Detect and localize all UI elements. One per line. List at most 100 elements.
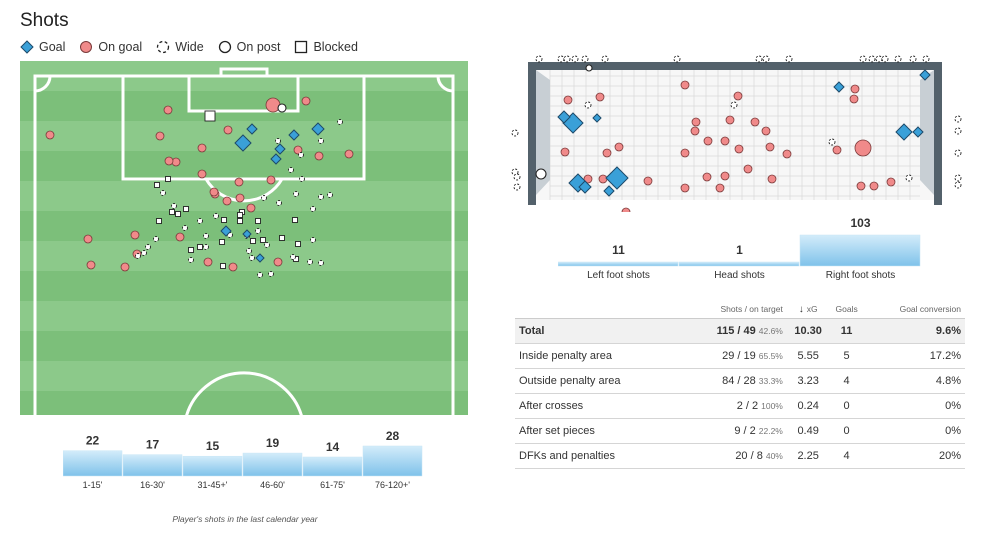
wide-marker[interactable] xyxy=(261,195,267,201)
blocked-marker[interactable] xyxy=(220,263,226,269)
wide-marker[interactable] xyxy=(276,200,282,206)
wide-marker[interactable] xyxy=(255,228,261,234)
wide-marker[interactable] xyxy=(535,55,543,63)
wide-marker[interactable] xyxy=(922,55,930,63)
on-goal-marker[interactable] xyxy=(680,183,690,193)
on-goal-marker[interactable] xyxy=(765,142,775,152)
wide-marker[interactable] xyxy=(310,237,316,243)
on-goal-marker[interactable] xyxy=(856,181,866,191)
wide-marker[interactable] xyxy=(327,192,333,198)
on-goal-marker[interactable] xyxy=(725,115,735,125)
wide-marker[interactable] xyxy=(135,253,141,259)
on-goal-marker[interactable] xyxy=(849,94,859,104)
on-goal-marker[interactable] xyxy=(301,96,311,106)
wide-marker[interactable] xyxy=(785,55,793,63)
goal-marker[interactable] xyxy=(246,123,258,135)
wide-marker[interactable] xyxy=(145,244,151,250)
wide-marker[interactable] xyxy=(249,255,255,261)
on-goal-marker[interactable] xyxy=(734,144,744,154)
wide-marker[interactable] xyxy=(954,181,962,189)
wide-marker[interactable] xyxy=(307,259,313,265)
blocked-marker[interactable] xyxy=(279,235,285,241)
wide-marker[interactable] xyxy=(571,55,579,63)
wide-marker[interactable] xyxy=(563,55,571,63)
wide-marker[interactable] xyxy=(513,173,521,181)
wide-marker[interactable] xyxy=(141,250,147,256)
body-part-bar[interactable] xyxy=(558,261,679,267)
blocked-marker[interactable] xyxy=(197,244,203,250)
wide-marker[interactable] xyxy=(318,138,324,144)
blocked-marker[interactable] xyxy=(154,182,160,188)
wide-marker[interactable] xyxy=(905,174,913,182)
wide-marker[interactable] xyxy=(290,254,296,260)
wide-marker[interactable] xyxy=(318,260,324,266)
wide-marker[interactable] xyxy=(909,55,917,63)
on-goal-marker[interactable] xyxy=(209,187,219,197)
wide-marker[interactable] xyxy=(257,272,263,278)
minute-bar[interactable] xyxy=(63,450,123,477)
goal-marker[interactable] xyxy=(833,81,845,93)
on-goal-marker[interactable] xyxy=(560,147,570,157)
minute-bar[interactable] xyxy=(302,456,363,477)
wide-marker[interactable] xyxy=(213,213,219,219)
goal-marker[interactable] xyxy=(274,143,286,155)
on-goal-marker[interactable] xyxy=(886,177,896,187)
goal-marker[interactable] xyxy=(270,153,282,165)
on-goal-marker[interactable] xyxy=(155,131,165,141)
on-goal-marker[interactable] xyxy=(83,234,93,244)
goal-marker[interactable] xyxy=(234,134,252,152)
wide-marker[interactable] xyxy=(197,218,203,224)
wide-marker[interactable] xyxy=(601,55,609,63)
col-header-conversion[interactable]: Goal conversion xyxy=(899,304,961,315)
blocked-marker[interactable] xyxy=(237,218,243,224)
on-post-marker[interactable] xyxy=(585,64,593,72)
on-goal-marker[interactable] xyxy=(45,130,55,140)
wide-marker[interactable] xyxy=(954,149,962,157)
blocked-marker[interactable] xyxy=(255,218,261,224)
goal-marker[interactable] xyxy=(288,129,300,141)
blocked-marker[interactable] xyxy=(165,176,171,182)
wide-marker[interactable] xyxy=(875,55,883,63)
wide-marker[interactable] xyxy=(246,248,252,254)
on-goal-marker[interactable] xyxy=(733,91,743,101)
wide-marker[interactable] xyxy=(755,55,763,63)
on-goal-marker[interactable] xyxy=(203,257,213,267)
blocked-marker[interactable] xyxy=(183,206,189,212)
on-goal-marker[interactable] xyxy=(583,174,593,184)
on-goal-marker[interactable] xyxy=(715,183,725,193)
on-goal-marker[interactable] xyxy=(86,260,96,270)
goal-marker[interactable] xyxy=(912,126,924,138)
wide-marker[interactable] xyxy=(954,174,962,182)
wide-marker[interactable] xyxy=(318,194,324,200)
wide-marker[interactable] xyxy=(203,244,209,250)
on-goal-marker[interactable] xyxy=(344,149,354,159)
wide-marker[interactable] xyxy=(762,55,770,63)
on-goal-marker[interactable] xyxy=(235,193,245,203)
wide-marker[interactable] xyxy=(299,176,305,182)
blocked-marker[interactable] xyxy=(204,110,216,122)
on-goal-marker[interactable] xyxy=(563,95,573,105)
wide-marker[interactable] xyxy=(954,127,962,135)
on-goal-marker[interactable] xyxy=(197,143,207,153)
on-goal-marker[interactable] xyxy=(621,207,631,212)
on-goal-marker[interactable] xyxy=(228,262,238,272)
wide-marker[interactable] xyxy=(513,183,521,191)
wide-marker[interactable] xyxy=(859,55,867,63)
blocked-marker[interactable] xyxy=(250,238,256,244)
on-goal-marker[interactable] xyxy=(175,232,185,242)
blocked-marker[interactable] xyxy=(175,211,181,217)
wide-marker[interactable] xyxy=(828,138,836,146)
wide-marker[interactable] xyxy=(171,203,177,209)
on-goal-marker[interactable] xyxy=(767,174,777,184)
blocked-marker[interactable] xyxy=(169,209,175,215)
on-goal-marker[interactable] xyxy=(761,126,771,136)
goal-marker[interactable] xyxy=(603,185,615,197)
on-goal-marker[interactable] xyxy=(750,117,760,127)
wide-marker[interactable] xyxy=(894,55,902,63)
on-goal-marker[interactable] xyxy=(614,142,624,152)
wide-marker[interactable] xyxy=(730,101,738,109)
blocked-marker[interactable] xyxy=(295,241,301,247)
on-goal-marker[interactable] xyxy=(720,136,730,146)
on-goal-marker[interactable] xyxy=(869,181,879,191)
goal-marker[interactable] xyxy=(578,180,592,194)
